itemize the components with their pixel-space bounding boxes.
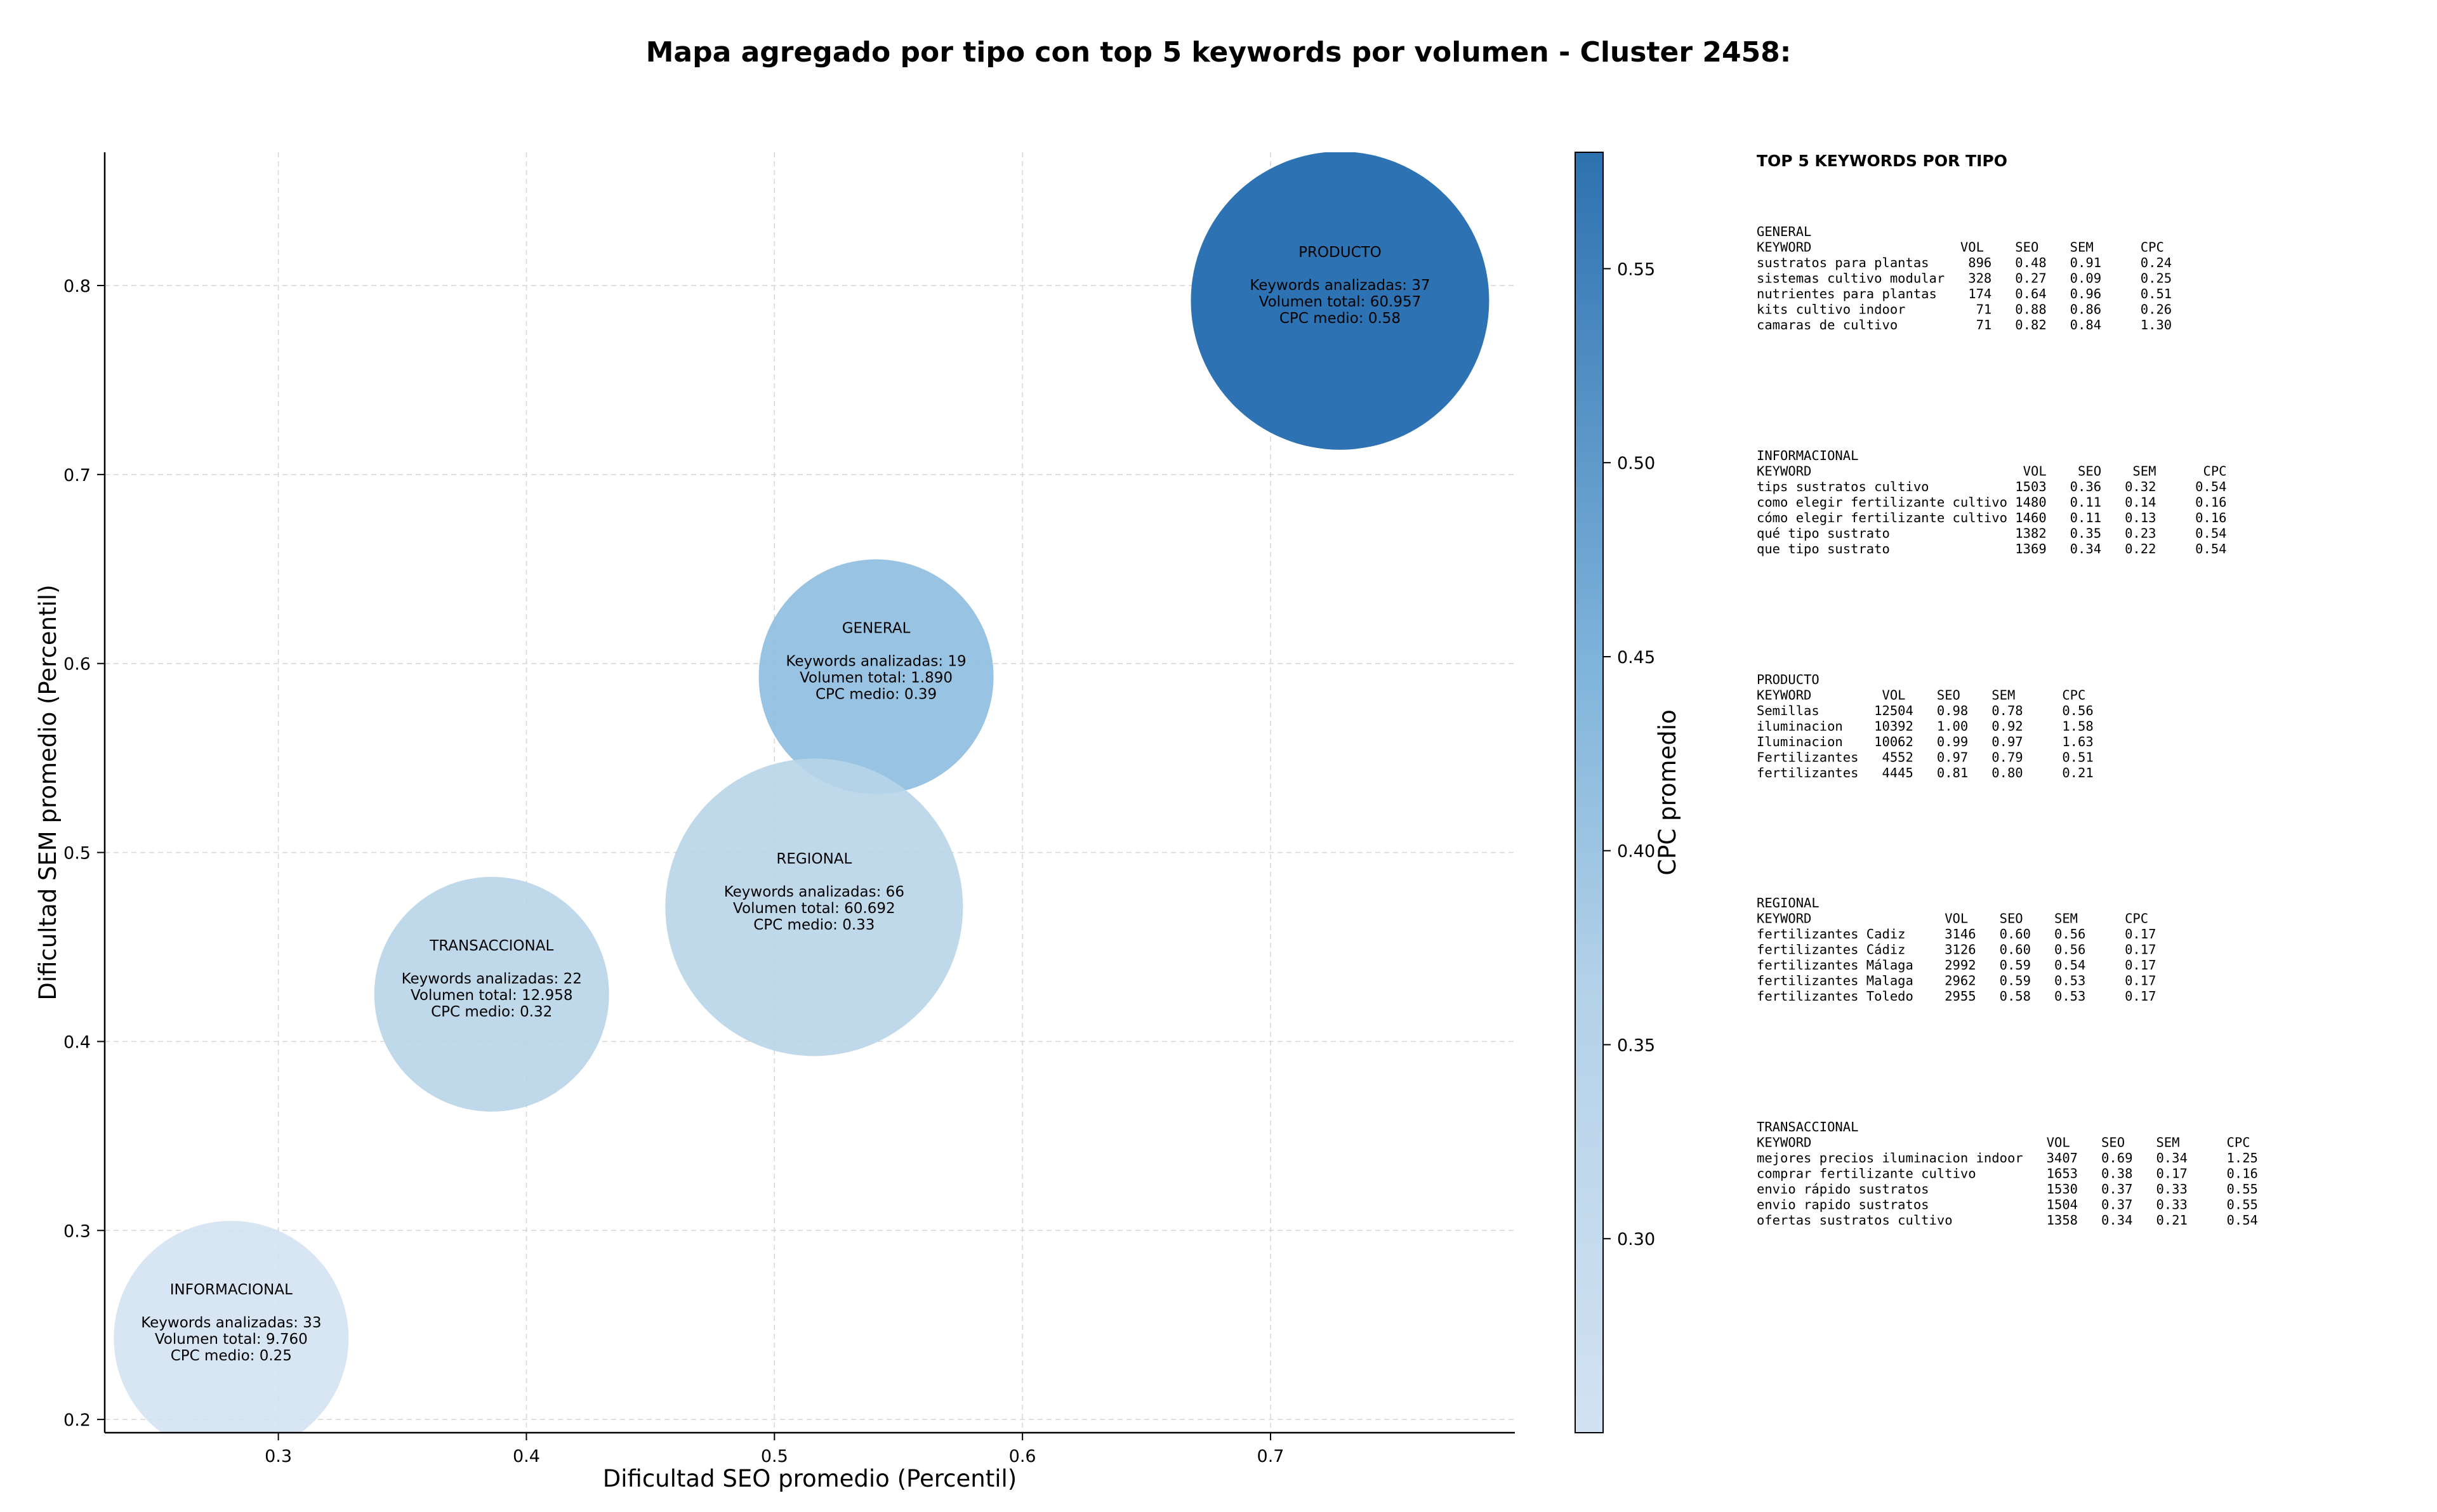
bubble-label: CPC medio: 0.33 <box>753 917 875 933</box>
side-panel-table-row: cómo elegir fertilizante cultivo 1460 0.… <box>1757 510 2227 525</box>
side-panel-section-title: PRODUCTO <box>1757 672 1819 687</box>
bubble-label: REGIONAL <box>776 851 852 867</box>
side-panel-table-row: Semillas 12504 0.98 0.78 0.56 <box>1757 703 2094 718</box>
side-panel-table-row: que tipo sustrato 1369 0.34 0.22 0.54 <box>1757 541 2227 556</box>
side-panel-table-row: fertilizantes 4445 0.81 0.80 0.21 <box>1757 765 2094 780</box>
side-panel-section-title: INFORMACIONAL <box>1757 448 1858 463</box>
x-tick-label: 0.7 <box>1257 1447 1285 1466</box>
bubble-label: CPC medio: 0.58 <box>1279 310 1401 327</box>
side-panel-table-header: KEYWORD VOL SEO SEM CPC <box>1757 1135 2250 1150</box>
side-panel-table-header: KEYWORD VOL SEO SEM CPC <box>1757 240 2164 255</box>
colorbar-tick-label: 0.45 <box>1617 648 1655 667</box>
bubble-label: Keywords analizadas: 19 <box>786 654 966 670</box>
bubble <box>1191 152 1489 450</box>
bubble <box>374 876 609 1112</box>
y-tick-label: 0.3 <box>63 1221 91 1241</box>
axis-ticks: 0.3 0.4 0.5 0.6 0.7 0.2 0.3 0.4 0.5 0.6 0.7 0.8 <box>63 277 1284 1466</box>
bubble-label: CPC medio: 0.32 <box>431 1004 552 1020</box>
bubbles <box>114 152 1489 1433</box>
side-panel-section-title: TRANSACCIONAL <box>1757 1119 1858 1134</box>
side-panel-table-row: fertilizantes Cadiz 3146 0.60 0.56 0.17 <box>1757 926 2156 942</box>
bubble-label: INFORMACIONAL <box>170 1282 293 1298</box>
colorbar <box>1575 152 1604 1433</box>
bubble-label: CPC medio: 0.25 <box>171 1348 292 1364</box>
side-panel-table-row: mejores precios iluminacion indoor 3407 … <box>1757 1150 2258 1166</box>
colorbar-label: CPC promedio <box>1654 709 1681 875</box>
side-panel-table-row: camaras de cultivo 71 0.82 0.84 1.30 <box>1757 317 2172 332</box>
bubble-label: PRODUCTO <box>1298 244 1382 261</box>
side-panel-heading: TOP 5 KEYWORDS POR TIPO <box>1757 152 2007 170</box>
bubble-label: Keywords analizadas: 22 <box>402 971 582 987</box>
side-panel-section-title: GENERAL <box>1757 224 1811 239</box>
side-panel-table-row: fertilizantes Cádiz 3126 0.60 0.56 0.17 <box>1757 942 2156 957</box>
side-panel-table-row: ofertas sustratos cultivo 1358 0.34 0.21… <box>1757 1213 2258 1228</box>
y-tick-label: 0.4 <box>63 1032 91 1052</box>
y-tick-label: 0.6 <box>63 655 91 674</box>
y-tick-label: 0.7 <box>63 466 91 485</box>
side-panel-table-header: KEYWORD VOL SEO SEM CPC <box>1757 464 2227 479</box>
bubble-label: Keywords analizadas: 37 <box>1250 277 1430 294</box>
bubble <box>114 1221 349 1433</box>
y-tick-label: 0.2 <box>63 1410 91 1430</box>
bubble-label: Volumen total: 1.890 <box>800 670 953 687</box>
side-panel-table-row: fertilizantes Málaga 2992 0.59 0.54 0.17 <box>1757 957 2156 973</box>
side-panel-table-row: fertilizantes Malaga 2962 0.59 0.53 0.17 <box>1757 973 2156 989</box>
side-panel-table-row: como elegir fertilizante cultivo 1480 0.… <box>1757 495 2227 510</box>
bubble <box>758 559 994 794</box>
side-panel-table-header: KEYWORD VOL SEO SEM CPC <box>1757 911 2148 926</box>
colorbar-tick-label: 0.50 <box>1617 454 1655 473</box>
side-panel-table-row: nutrientes para plantas 174 0.64 0.96 0.… <box>1757 286 2172 301</box>
y-tick-label: 0.8 <box>63 277 91 296</box>
colorbar-tick-label: 0.35 <box>1617 1035 1655 1055</box>
side-panel-table-row: comprar fertilizante cultivo 1653 0.38 0… <box>1757 1166 2258 1181</box>
side-panel-table-header: KEYWORD VOL SEO SEM CPC <box>1757 688 2085 703</box>
side-panel-table-row: iluminacion 10392 1.00 0.92 1.58 <box>1757 719 2094 734</box>
side-panel-table-row: tips sustratos cultivo 1503 0.36 0.32 0.… <box>1757 479 2227 494</box>
side-panel-table-row: kits cultivo indoor 71 0.88 0.86 0.26 <box>1757 302 2172 317</box>
bubble-label: Volumen total: 9.760 <box>155 1331 308 1348</box>
bubble-label: Volumen total: 12.958 <box>411 987 573 1004</box>
chart-title: Mapa agregado por tipo con top 5 keyword… <box>646 36 1792 69</box>
x-tick-label: 0.3 <box>265 1447 292 1466</box>
x-tick-label: 0.6 <box>1009 1447 1036 1466</box>
colorbar-tick-label: 0.55 <box>1617 260 1655 279</box>
bubble-label: Keywords analizadas: 66 <box>724 884 904 900</box>
side-panel-table-row: qué tipo sustrato 1382 0.35 0.23 0.54 <box>1757 526 2227 541</box>
side-panel-table-row: Fertilizantes 4552 0.97 0.79 0.51 <box>1757 750 2094 765</box>
side-panel-table-row: sistemas cultivo modular 328 0.27 0.09 0… <box>1757 271 2172 286</box>
x-tick-label: 0.4 <box>513 1447 540 1466</box>
bubble-label: GENERAL <box>842 621 911 637</box>
side-panel-table-row: sustratos para plantas 896 0.48 0.91 0.2… <box>1757 255 2172 270</box>
y-tick-label: 0.5 <box>63 844 91 864</box>
colorbar-tick-label: 0.40 <box>1617 842 1655 862</box>
side-panel-table-row: envio rápido sustratos 1530 0.37 0.33 0.… <box>1757 1181 2258 1197</box>
bubble-label: Volumen total: 60.692 <box>733 900 895 917</box>
x-axis-label: Dificultad SEO promedio (Percentil) <box>603 1465 1017 1492</box>
colorbar-tick-label: 0.30 <box>1617 1230 1655 1249</box>
y-axis-label: Dificultad SEM promedio (Percentil) <box>34 584 62 1000</box>
side-panel-table-row: Iluminacion 10062 0.99 0.97 1.63 <box>1757 734 2094 749</box>
side-panel-section-title: REGIONAL <box>1757 895 1819 910</box>
bubble-label: Keywords analizadas: 33 <box>141 1315 321 1331</box>
bubble-label: Volumen total: 60.957 <box>1259 294 1422 310</box>
colorbar-ticks: 0.30 0.35 0.40 0.45 0.50 0.55 <box>1603 260 1655 1249</box>
x-tick-label: 0.5 <box>761 1447 788 1466</box>
side-panel-table-row: fertilizantes Toledo 2955 0.58 0.53 0.17 <box>1757 989 2156 1004</box>
bubble <box>665 758 963 1056</box>
bubble-label: CPC medio: 0.39 <box>816 687 937 703</box>
bubble-label: TRANSACCIONAL <box>429 938 553 954</box>
side-panel-table-row: envio rapido sustratos 1504 0.37 0.33 0.… <box>1757 1197 2258 1213</box>
